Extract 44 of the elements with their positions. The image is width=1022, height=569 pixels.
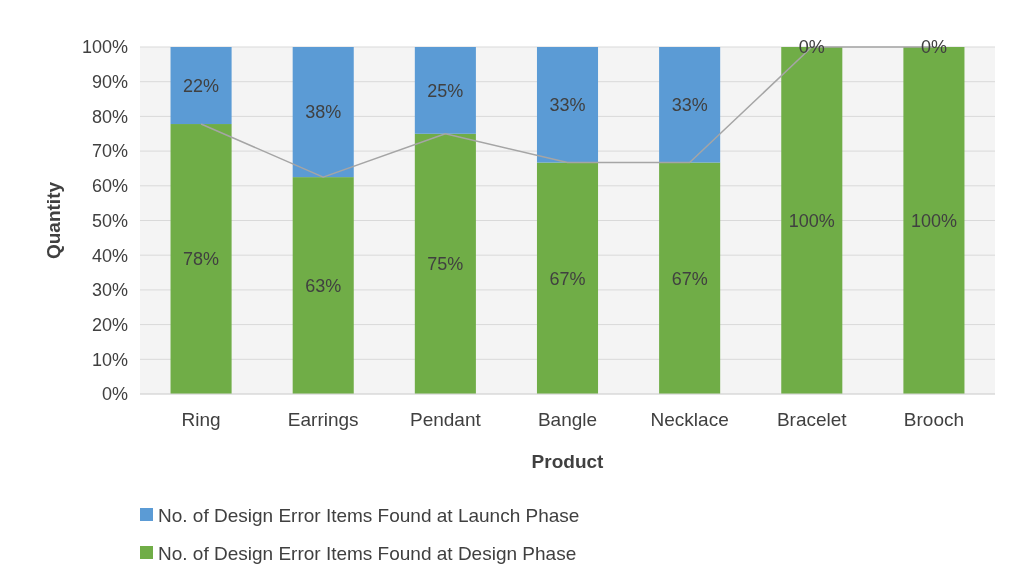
y-axis-title: Quantity	[43, 181, 64, 260]
x-tick-label: Bracelet	[776, 409, 848, 430]
y-tick-label: 10%	[91, 349, 128, 370]
data-label: 22%	[183, 75, 220, 96]
x-tick-label: Ring	[181, 409, 221, 430]
bar	[292, 47, 354, 178]
y-tick-label: 50%	[91, 210, 128, 231]
y-tick-label: 90%	[91, 72, 128, 92]
y-tick-label: 80%	[91, 106, 128, 127]
bar	[536, 47, 599, 163]
bar	[659, 47, 721, 163]
bar	[292, 177, 354, 394]
data-label: 100%	[910, 210, 957, 231]
x-tick-label: Pendant	[409, 409, 482, 430]
data-label: 33%	[671, 95, 708, 116]
x-tick-label: Earrings	[287, 409, 359, 430]
data-label: 78%	[183, 249, 220, 270]
legend-label: No. of Design Error Items Found at Design Phase	[158, 542, 577, 564]
y-tick-label: 60%	[91, 176, 128, 197]
bar	[170, 124, 232, 394]
bar	[659, 162, 721, 394]
bar	[414, 47, 476, 134]
legend-label: No. of Design Error Items Found at Launch Phase	[158, 504, 580, 526]
y-tick-label: 70%	[91, 141, 128, 162]
x-tick-label: Bangle	[537, 409, 598, 430]
x-tick-label: Brooch	[903, 409, 965, 430]
data-label: 75%	[427, 254, 464, 275]
y-tick-label: 100%	[81, 37, 128, 58]
bar	[170, 47, 232, 125]
data-label: 63%	[305, 275, 342, 296]
data-label: 33%	[549, 95, 586, 116]
y-tick-label: 20%	[91, 314, 128, 335]
bar	[414, 133, 476, 394]
data-label: 25%	[427, 80, 464, 101]
data-label: 100%	[788, 210, 835, 231]
y-tick-label: 0%	[101, 384, 128, 405]
x-tick-label: Necklace	[650, 409, 729, 430]
data-label: 38%	[305, 102, 342, 123]
data-label: 67%	[549, 268, 586, 289]
y-tick-label: 30%	[91, 280, 128, 301]
y-tick-label: 40%	[91, 245, 128, 266]
bar	[536, 162, 599, 394]
x-axis-title: Product	[531, 451, 605, 472]
data-label: 67%	[671, 268, 708, 289]
